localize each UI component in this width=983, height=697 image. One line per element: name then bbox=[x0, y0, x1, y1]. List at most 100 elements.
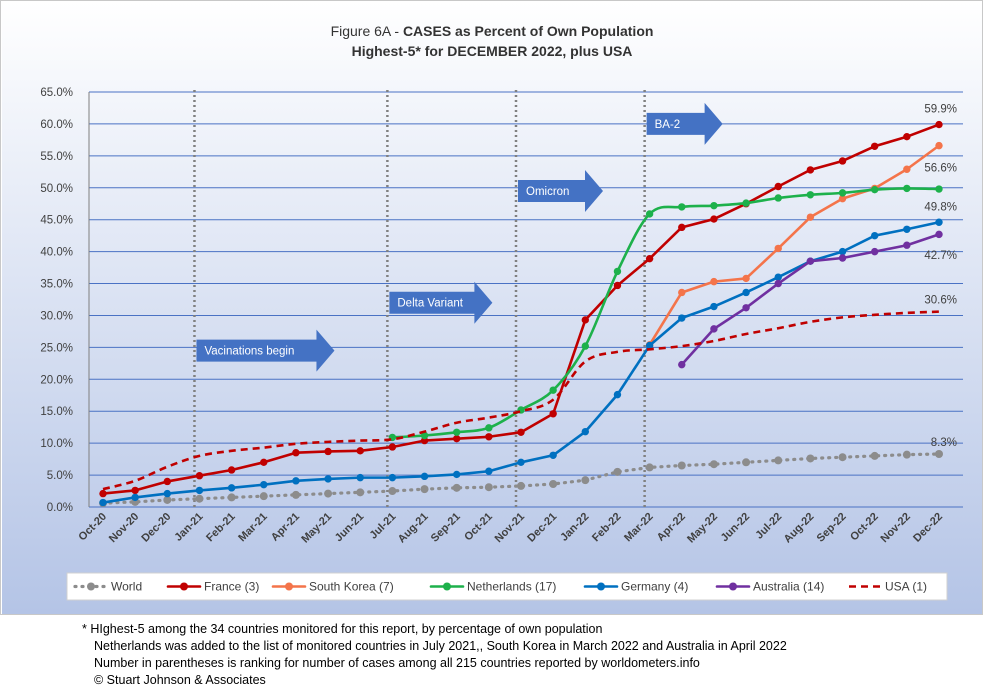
y-tick-label: 45.0% bbox=[40, 215, 73, 227]
data-point bbox=[452, 434, 461, 443]
data-point bbox=[774, 456, 783, 465]
data-point bbox=[356, 488, 365, 497]
legend-entry-label: South Korea (7) bbox=[309, 580, 394, 594]
data-point bbox=[935, 450, 943, 459]
legend-swatch-marker bbox=[729, 582, 737, 591]
chart-background bbox=[2, 2, 982, 614]
data-point bbox=[613, 281, 622, 290]
legend-entry-label: France (3) bbox=[204, 580, 259, 594]
data-point bbox=[742, 458, 751, 467]
y-tick-label: 35.0% bbox=[40, 279, 73, 291]
annotation-arrow bbox=[646, 102, 723, 145]
data-point bbox=[870, 142, 879, 150]
legend-entry-label: Netherlands (17) bbox=[467, 580, 556, 594]
data-point bbox=[485, 467, 493, 475]
data-point bbox=[742, 274, 750, 283]
data-point bbox=[935, 185, 943, 193]
data-point bbox=[227, 466, 236, 474]
footnotes: * HIghest-5 among the 34 countries monit… bbox=[82, 621, 972, 689]
data-point bbox=[645, 341, 654, 350]
y-tick-label: 5.0% bbox=[47, 470, 73, 482]
legend-entry-label: Australia (14) bbox=[753, 580, 824, 594]
end-value-label: 30.6% bbox=[924, 295, 957, 307]
data-point bbox=[774, 279, 782, 288]
data-point bbox=[613, 267, 622, 276]
y-tick-label: 20.0% bbox=[40, 374, 73, 386]
data-point bbox=[935, 230, 943, 239]
data-point bbox=[517, 481, 525, 490]
annotation-label: BA-2 bbox=[655, 119, 681, 131]
annotation-label: Delta Variant bbox=[397, 298, 463, 310]
data-point bbox=[838, 247, 847, 256]
legend-box bbox=[66, 572, 948, 601]
legend-entry-label: Germany (4) bbox=[621, 580, 688, 594]
data-point bbox=[292, 477, 300, 485]
data-point bbox=[356, 473, 364, 482]
cases-line-chart: Figure 6A - CASES as Percent of Own Popu… bbox=[2, 2, 982, 614]
footnote-definition: * HIghest-5 among the 34 countries monit… bbox=[82, 622, 603, 636]
data-point bbox=[420, 472, 429, 481]
data-point bbox=[870, 451, 879, 460]
data-point bbox=[324, 489, 333, 498]
data-point bbox=[195, 494, 204, 503]
data-point bbox=[678, 203, 686, 211]
data-point bbox=[549, 386, 557, 394]
data-point bbox=[935, 141, 943, 150]
footnote-copyright: © Stuart Johnson & Associates bbox=[94, 673, 266, 687]
y-tick-label: 0.0% bbox=[47, 502, 73, 514]
data-point bbox=[291, 490, 300, 499]
data-point bbox=[678, 360, 686, 369]
data-point bbox=[388, 487, 397, 496]
legend-swatch-marker bbox=[87, 582, 95, 591]
y-tick-label: 50.0% bbox=[40, 183, 73, 195]
data-point bbox=[678, 223, 686, 232]
y-tick-label: 60.0% bbox=[40, 119, 73, 131]
annotation-arrow bbox=[389, 281, 493, 324]
data-point bbox=[99, 498, 107, 507]
data-point bbox=[581, 342, 590, 350]
y-tick-label: 25.0% bbox=[40, 342, 73, 354]
data-point bbox=[870, 247, 879, 256]
data-point bbox=[645, 254, 654, 263]
data-point bbox=[742, 288, 750, 297]
data-point bbox=[806, 166, 815, 174]
data-point bbox=[935, 218, 943, 226]
data-point bbox=[678, 314, 686, 322]
series-line-0 bbox=[101, 452, 941, 505]
data-point bbox=[903, 184, 911, 193]
end-value-label: 8.3% bbox=[931, 437, 957, 449]
data-point bbox=[485, 424, 493, 432]
data-point bbox=[613, 467, 622, 476]
data-point bbox=[420, 431, 429, 440]
data-point bbox=[870, 185, 879, 194]
data-point bbox=[484, 483, 493, 492]
chart-frame: Figure 6A - CASES as Percent of Own Popu… bbox=[0, 0, 983, 615]
data-point bbox=[838, 157, 847, 165]
data-point bbox=[806, 191, 815, 199]
data-point bbox=[903, 165, 911, 173]
data-point bbox=[903, 132, 911, 141]
data-point bbox=[324, 447, 332, 456]
data-point bbox=[935, 120, 943, 129]
data-point bbox=[806, 257, 815, 265]
data-point bbox=[678, 288, 686, 297]
end-value-label: 42.7% bbox=[924, 250, 957, 262]
data-point bbox=[710, 215, 718, 223]
data-point bbox=[549, 480, 558, 489]
data-point bbox=[517, 458, 525, 467]
data-point bbox=[163, 489, 172, 498]
y-tick-label: 40.0% bbox=[40, 247, 73, 259]
data-point bbox=[292, 449, 300, 457]
y-tick-label: 15.0% bbox=[40, 406, 73, 418]
data-point bbox=[260, 458, 268, 467]
data-point bbox=[131, 493, 139, 502]
data-point bbox=[581, 476, 590, 485]
data-point bbox=[581, 427, 590, 436]
data-point bbox=[388, 473, 397, 482]
data-point bbox=[903, 225, 911, 233]
data-point bbox=[709, 460, 718, 469]
data-point bbox=[645, 463, 654, 472]
data-point bbox=[677, 461, 686, 470]
footnote-ranking: Number in parentheses is ranking for num… bbox=[94, 656, 700, 670]
data-point bbox=[260, 480, 268, 489]
